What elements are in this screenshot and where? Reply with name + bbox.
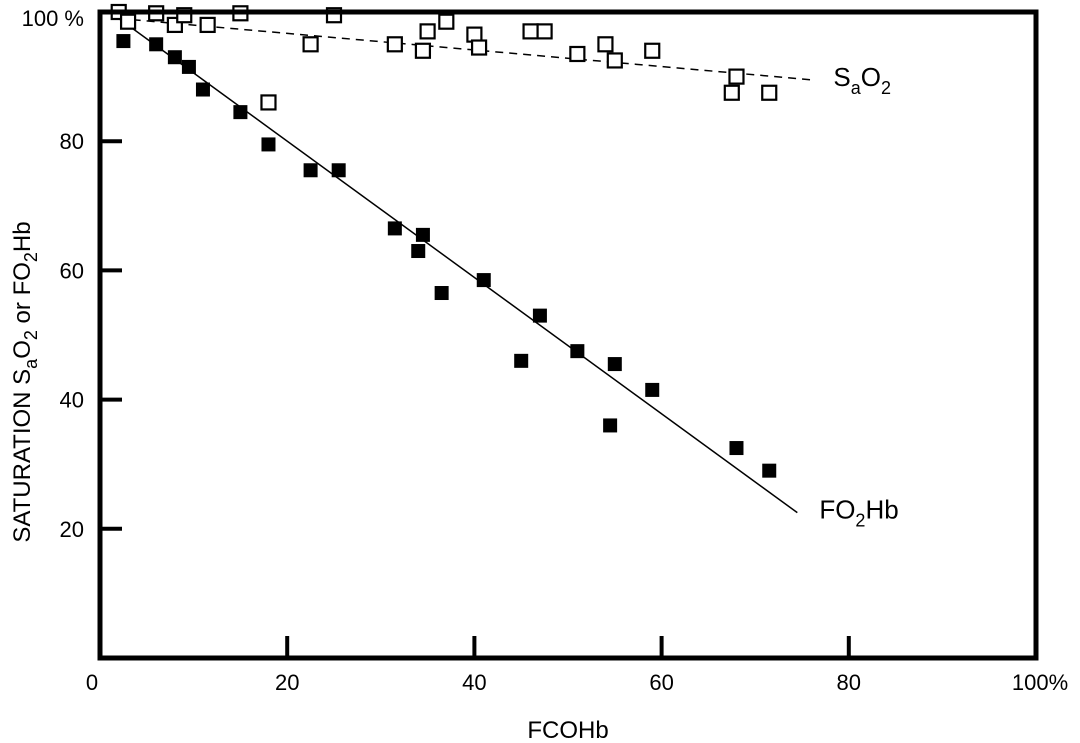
y-axis-tick-labels: 20 40 60 80 100 % <box>22 6 84 542</box>
marker-SaO2 <box>723 84 740 101</box>
marker-FO2Hb <box>116 34 131 49</box>
x-tick-label: 40 <box>462 670 486 695</box>
fit-lines <box>118 17 812 514</box>
marker-FO2Hb <box>261 137 276 152</box>
y-tick-label: 60 <box>60 258 84 283</box>
marker-SaO2 <box>569 45 586 63</box>
y-tick-label: 40 <box>60 388 84 413</box>
marker-SaO2 <box>414 42 432 59</box>
data-markers <box>110 3 778 478</box>
x-tick-label: 0 <box>86 670 98 695</box>
marker-FO2Hb <box>303 163 318 178</box>
marker-SaO2 <box>606 52 623 69</box>
marker-FO2Hb <box>603 418 618 433</box>
y-tick-label: 20 <box>60 517 84 542</box>
marker-SaO2 <box>597 36 614 53</box>
marker-FO2Hb <box>331 163 346 178</box>
marker-FO2Hb <box>645 382 660 397</box>
marker-FO2Hb <box>233 105 248 120</box>
marker-FO2Hb <box>570 344 585 359</box>
marker-SaO2 <box>644 42 661 59</box>
marker-SaO2 <box>260 94 277 111</box>
marker-FO2Hb <box>415 227 430 242</box>
marker-FO2Hb <box>181 59 196 74</box>
x-tick-label: 60 <box>649 670 673 695</box>
x-tick-label: 80 <box>837 670 861 695</box>
marker-SaO2 <box>419 23 436 40</box>
x-axis-ticks <box>285 636 851 658</box>
marker-SaO2 <box>536 23 553 40</box>
marker-FO2Hb <box>195 82 210 97</box>
marker-FO2Hb <box>514 353 529 368</box>
marker-FO2Hb <box>167 50 182 65</box>
marker-FO2Hb <box>434 286 449 301</box>
y-tick-label: 100 % <box>22 6 84 31</box>
fit-line-FO2Hb <box>118 17 798 514</box>
series-labels: SaO2 FO2Hb <box>819 62 898 531</box>
marker-FO2Hb <box>387 221 402 236</box>
y-tick-label: 80 <box>60 129 84 154</box>
marker-FO2Hb <box>476 273 491 288</box>
marker-FO2Hb <box>729 441 744 456</box>
series-label-FO2Hb: FO2Hb <box>819 495 898 531</box>
marker-SaO2 <box>438 13 455 30</box>
x-axis-title: FCOHb <box>527 717 608 743</box>
marker-SaO2 <box>728 68 745 85</box>
marker-FO2Hb <box>411 244 426 259</box>
series-label-SaO2: SaO2 <box>833 62 891 98</box>
x-axis-tick-labels: 0 20 40 60 80 100% <box>86 670 1068 695</box>
x-tick-label: 100% <box>1012 670 1068 695</box>
marker-SaO2 <box>386 36 403 53</box>
marker-SaO2 <box>470 39 488 56</box>
marker-FO2Hb <box>607 357 622 372</box>
fit-line-SaO2 <box>118 17 812 81</box>
x-tick-label: 20 <box>275 670 299 695</box>
marker-FO2Hb <box>149 37 164 52</box>
marker-SaO2 <box>119 13 137 30</box>
marker-SaO2 <box>199 16 216 34</box>
marker-SaO2 <box>761 84 778 101</box>
marker-FO2Hb <box>762 463 777 478</box>
plot-frame <box>97 9 1039 661</box>
y-axis-title: SATURATION SaO2 or FO2Hb <box>9 221 41 542</box>
marker-FO2Hb <box>532 308 547 323</box>
marker-SaO2 <box>302 36 319 53</box>
marker-SaO2 <box>522 23 539 40</box>
y-axis-ticks <box>100 139 122 531</box>
